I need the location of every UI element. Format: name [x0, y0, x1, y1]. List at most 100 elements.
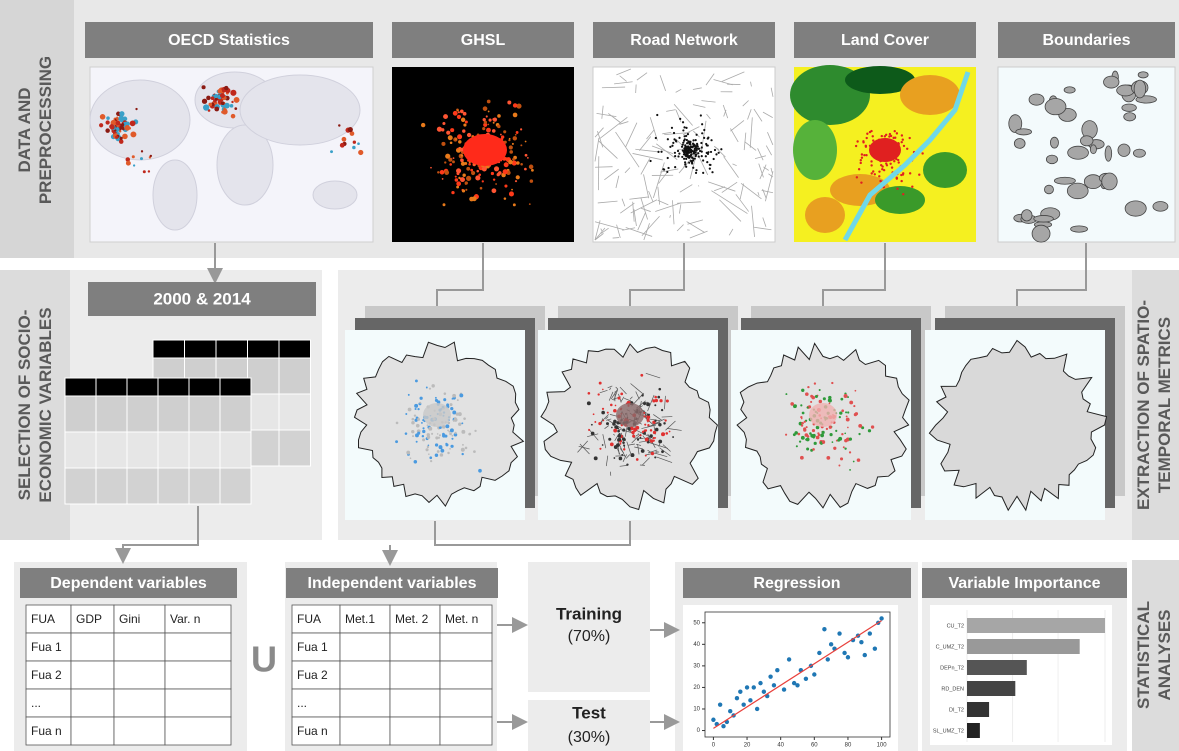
road: [755, 155, 767, 160]
header-box: [794, 22, 976, 58]
road-node: [654, 136, 657, 140]
map-dot: [445, 153, 451, 159]
panel-dot: [812, 436, 815, 439]
road: [750, 81, 752, 87]
panel-dot: [428, 426, 433, 431]
panel-dot: [790, 402, 794, 406]
map-dot: [106, 116, 110, 120]
panel-dot: [797, 432, 801, 436]
road: [648, 190, 654, 203]
land-dot: [895, 176, 898, 179]
panel-dot: [602, 388, 604, 391]
panel-dot: [601, 407, 605, 410]
road: [701, 100, 716, 103]
panel-dot: [660, 408, 664, 412]
table-cell: [278, 429, 311, 467]
road-node: [698, 147, 701, 150]
section-label: TEMPORAL METRICS: [1155, 317, 1174, 493]
panel-dot: [448, 430, 451, 433]
road-node: [717, 151, 720, 154]
land-dot: [878, 170, 881, 173]
scatter-point: [786, 657, 792, 662]
road: [692, 87, 702, 90]
road: [753, 108, 763, 122]
panel-dot: [593, 456, 598, 461]
panel-dot: [461, 452, 464, 456]
map-dot: [465, 188, 468, 191]
map-dot: [478, 173, 482, 177]
panel-dot: [848, 437, 853, 441]
panel-dot: [867, 429, 872, 433]
panel-dot: [672, 436, 675, 438]
panel-dot: [827, 398, 832, 403]
road: [744, 141, 757, 151]
panel-dot: [438, 434, 441, 437]
table-cell: [439, 632, 493, 662]
map-dot: [520, 144, 523, 147]
table-cell: [70, 660, 115, 690]
panel-dot: [800, 435, 805, 440]
map-dot: [481, 180, 484, 183]
road-node: [666, 156, 669, 160]
road-node: [682, 153, 686, 156]
panel-dot: [413, 460, 418, 464]
panel-dot: [644, 423, 647, 426]
road-node: [688, 161, 691, 164]
table-head: [157, 377, 190, 397]
land-dot: [878, 175, 881, 178]
panel-dot: [436, 450, 440, 453]
panel-dot: [652, 439, 655, 442]
panel-dot: [601, 410, 605, 415]
land-dot: [863, 153, 866, 157]
panel-dot: [848, 451, 852, 454]
map-dot: [460, 177, 465, 183]
table-header: GDP: [76, 612, 102, 626]
table-cell: [95, 467, 128, 505]
road-node: [685, 157, 688, 160]
x-tick-label: 40: [777, 743, 784, 749]
map-dot: [511, 142, 514, 145]
panel-dot: [658, 387, 662, 391]
scatter-point: [842, 650, 847, 656]
y-tick-label: 30: [693, 663, 700, 669]
panel-dot: [443, 392, 447, 395]
scatter-point: [775, 667, 780, 673]
map-dot: [469, 196, 474, 202]
road: [762, 111, 773, 118]
panel-dot: [819, 442, 822, 445]
core: [616, 403, 644, 427]
map-blob: [463, 134, 507, 166]
panel-dot: [609, 442, 614, 447]
panel-dot: [622, 448, 626, 451]
panel-dot: [449, 428, 454, 433]
panel-dot: [629, 426, 634, 431]
split-share: (30%): [568, 729, 611, 746]
y-tick-label: 50: [693, 620, 700, 626]
panel-dot: [837, 438, 841, 442]
road-node: [705, 144, 708, 147]
road: [753, 226, 772, 231]
section-label: PREPROCESSING: [36, 56, 55, 204]
table-cell: [126, 431, 159, 469]
panel-dot: [460, 447, 465, 452]
road: [637, 444, 640, 455]
panel-dot: [792, 433, 796, 437]
road: [759, 164, 767, 180]
scatter-point: [872, 646, 878, 651]
road: [749, 117, 753, 148]
table-header: Var. n: [170, 612, 200, 626]
road-node: [660, 150, 663, 153]
road: [578, 445, 590, 450]
map-dot: [125, 157, 131, 162]
panel-dot: [415, 423, 420, 428]
land-dot: [859, 158, 862, 162]
panel-dot: [428, 387, 432, 390]
map-dot: [504, 184, 508, 188]
table-cell: [164, 716, 232, 746]
map-dot: [458, 176, 461, 180]
road: [656, 456, 673, 463]
road-node: [684, 150, 687, 153]
road: [730, 128, 739, 143]
road-node: [702, 159, 705, 162]
road: [640, 158, 651, 175]
